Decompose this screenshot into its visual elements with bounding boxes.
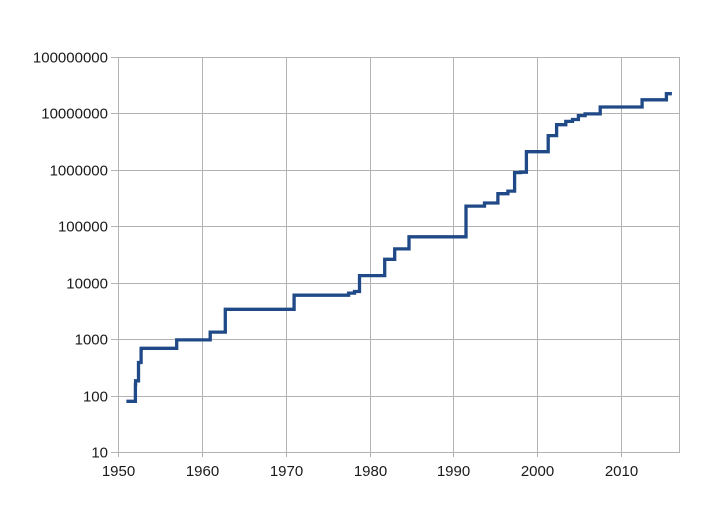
y-tick-label: 100 xyxy=(83,389,108,406)
x-tick-label: 1990 xyxy=(437,463,470,480)
y-tick-label: 100000000 xyxy=(33,50,108,67)
y-tick-label: 10000000 xyxy=(41,106,108,123)
y-tick-label: 10 xyxy=(91,445,108,462)
data-series-line xyxy=(126,92,672,403)
plot-border xyxy=(118,57,680,453)
y-tick-label: 10000 xyxy=(66,276,108,293)
x-tick-label: 1960 xyxy=(186,463,219,480)
y-tick-label: 1000 xyxy=(75,332,108,349)
x-tick-label: 2000 xyxy=(521,463,554,480)
x-tick-label: 1970 xyxy=(270,463,303,480)
x-tick-label: 2010 xyxy=(605,463,638,480)
x-tick-label: 1980 xyxy=(354,463,387,480)
y-tick-label: 1000000 xyxy=(50,163,108,180)
x-tick-label: 1950 xyxy=(102,463,135,480)
y-tick-label: 100000 xyxy=(58,219,108,236)
